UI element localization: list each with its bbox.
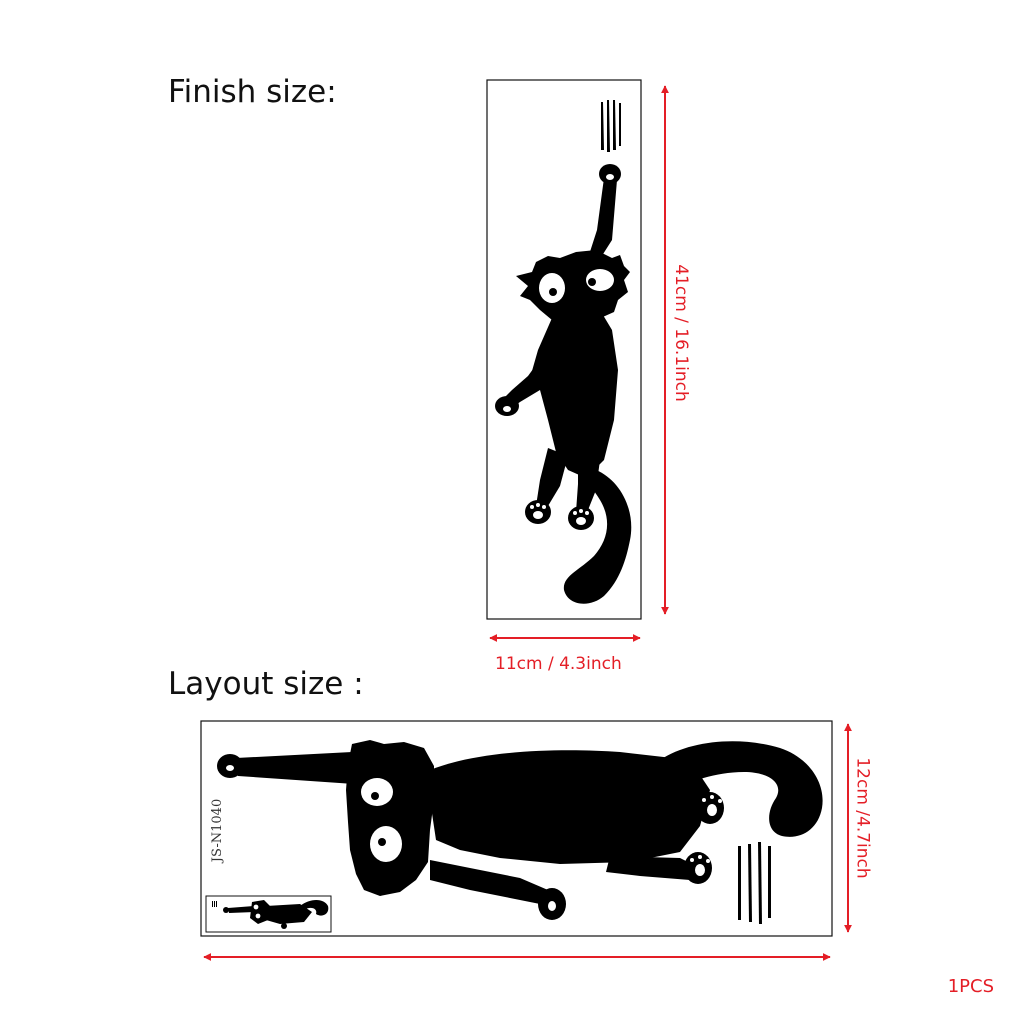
cat-eyes	[539, 269, 614, 303]
claw-scratch-marks-layout	[738, 842, 771, 924]
finish-width-label: 11cm / 4.3inch	[495, 654, 622, 674]
cat-eyes-layout	[361, 778, 402, 862]
cat-silhouette-hanging	[495, 164, 632, 604]
product-code-label: JS-N1040	[210, 798, 226, 863]
cat-paw-pads-layout	[226, 765, 722, 911]
layout-sheet-frame	[200, 720, 833, 937]
quantity-label: 1PCS	[947, 976, 994, 997]
finish-height-label: 41cm / 16.1inch	[670, 264, 691, 402]
claw-scratch-marks	[601, 100, 621, 152]
cat-silhouette-layout	[217, 740, 823, 920]
finish-sticker-frame	[486, 79, 642, 620]
finish-size-heading: Finish size:	[168, 74, 337, 110]
layout-size-heading: Layout size :	[168, 666, 364, 702]
thumbnail-preview	[205, 895, 332, 933]
layout-height-label: 12cm /4.7inch	[852, 757, 873, 879]
cat-paw-pads	[503, 174, 614, 525]
